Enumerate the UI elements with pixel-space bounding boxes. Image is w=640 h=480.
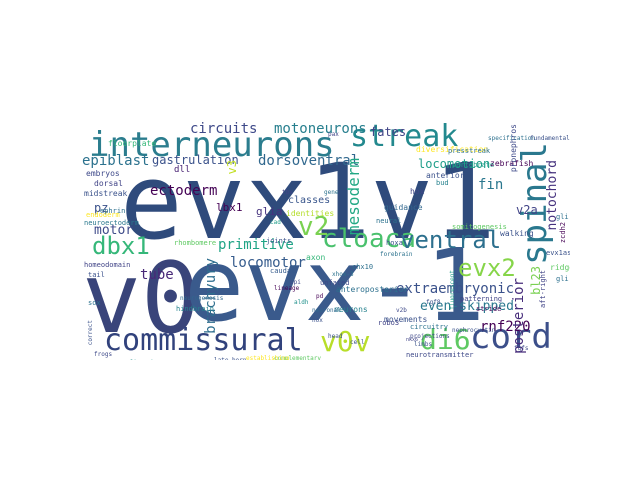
word-floorplate: floorplate: [108, 140, 156, 148]
word-chx10: chx10: [352, 264, 373, 271]
word-nephrocystin: nephrocystin: [452, 328, 495, 334]
word-neurogenesis: neurogenesis: [180, 296, 223, 302]
word-lineage: lineage: [274, 286, 299, 292]
word-patterning: patterning: [460, 296, 502, 303]
word-identities: identities: [286, 210, 334, 218]
word-walking: walking: [500, 230, 534, 238]
word-fgfs: fgfs: [514, 346, 528, 352]
word-dorsal: dorsal: [94, 180, 123, 188]
word-circuits: circuits: [190, 122, 257, 136]
word-epiblast: epiblast: [82, 154, 149, 168]
word-fluorescent: fluorescent: [450, 270, 456, 310]
word-nkx6: nkx6: [406, 338, 418, 343]
word-joints: joints: [266, 238, 291, 245]
word-motoneurons: motoneurons: [274, 122, 367, 136]
word-lbx1: lbx1: [216, 202, 243, 213]
word-unfated: unfated: [320, 280, 350, 287]
word-glia: glia: [256, 206, 283, 217]
word-hoxa: hoxa: [386, 240, 403, 247]
word-pronephros: pronephros: [510, 124, 518, 172]
word-hindbrain: hindbrain: [176, 306, 214, 313]
word-ppi: ppi: [290, 280, 301, 286]
word-late-born: late-born: [214, 358, 247, 360]
word-sox: sox: [88, 300, 101, 307]
word-pd: pd: [316, 294, 323, 300]
word-aldh: aldh: [294, 300, 308, 306]
word-bud: bud: [436, 180, 449, 187]
word-guidance: guidance: [384, 204, 423, 212]
word-specification: specification: [488, 136, 535, 142]
word-neurotransmitter: neurotransmitter: [406, 352, 473, 359]
word-hox: hox: [410, 188, 424, 196]
word-tbx: tbx: [282, 190, 293, 196]
word-rhombomere: rhombomere: [174, 240, 216, 247]
word-ectoderm: ectoderm: [150, 184, 217, 198]
word-tail: tail: [88, 272, 105, 279]
word-vertebrate: vertebrate: [452, 162, 494, 169]
word-neural: neural: [376, 218, 401, 225]
word-embryos: embryos: [86, 170, 120, 178]
word-cell: cell: [350, 340, 364, 346]
word-establishing: establishing: [246, 356, 289, 360]
word-correct: correct: [88, 320, 94, 345]
word-head: head: [328, 334, 342, 340]
word-frogs: frogs: [94, 352, 112, 358]
word-homeodomain: homeodomain: [84, 262, 130, 269]
word-somitogenesis: somitogenesis: [452, 224, 507, 231]
word-caudal: caudal: [270, 268, 295, 275]
word-midstreak: midstreak: [84, 190, 127, 198]
word-forebrain: forebrain: [380, 252, 413, 258]
word-hox: hox: [312, 318, 323, 324]
word-classes: classes: [288, 196, 330, 206]
word-ephrin: ephrin: [100, 208, 125, 215]
word-ridge: ridge: [550, 264, 570, 272]
word-cloud: evx1v1 v0 evx-1 interneurons streak spinal com…: [80, 120, 570, 360]
word-v2a: v2a: [516, 204, 538, 216]
word-cad: cad: [270, 220, 281, 226]
word-fates: fates: [370, 126, 406, 138]
word-ventral: ventral: [400, 228, 501, 252]
word-neuronal: neuronal: [312, 308, 341, 314]
word-tube: tube: [140, 268, 174, 282]
word-gli: gli: [556, 276, 569, 283]
word-fundamental: fundamental: [530, 136, 570, 142]
word-xhox-3: xhox-3: [332, 272, 354, 278]
word-zcdh2: zcdh2: [560, 222, 567, 243]
word-axon: axon: [306, 254, 325, 262]
word-fin: fin: [478, 178, 503, 192]
word-gene: gene: [324, 190, 338, 196]
word-pax: pax: [328, 132, 339, 138]
word-gli: gli: [556, 214, 569, 221]
word-evx2: evx2: [458, 256, 516, 280]
word-fgf8: fgf8: [426, 300, 440, 306]
word-presstreak: presstreak: [448, 148, 490, 155]
word-v3: v3: [226, 160, 238, 174]
word-mesoderm: mesoderm: [346, 158, 362, 235]
word-neuroectoderm: neuroectoderm: [84, 220, 139, 227]
word-v2b: v2b: [396, 308, 407, 314]
word-posterior: posterior: [512, 278, 526, 354]
word-dll: dll: [174, 166, 190, 175]
word-evx1as: evx1as: [546, 250, 570, 257]
word-stride: stride: [476, 306, 501, 313]
word-circuitry: circuitry: [410, 324, 448, 331]
word-robo3: robo3: [378, 320, 399, 327]
word-aft-right: aft-right: [540, 270, 547, 308]
word-anteroposterior: anteroposterior: [336, 286, 408, 294]
